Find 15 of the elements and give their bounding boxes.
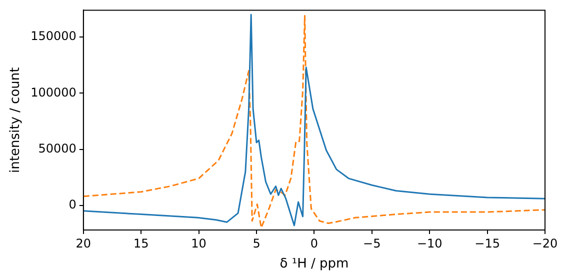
- x-tick-label: −20: [532, 236, 558, 250]
- y-tick-label: 0: [68, 197, 76, 212]
- y-tick-label: 150000: [30, 29, 76, 44]
- x-tick-label: −5: [363, 236, 381, 250]
- y-tick-label: 100000: [30, 85, 76, 100]
- x-tick-label: −15: [474, 236, 500, 250]
- x-tick-label: 0: [310, 236, 318, 250]
- x-tick-label: 15: [133, 236, 149, 250]
- y-axis-title: intensity / count: [8, 67, 24, 173]
- x-tick-label: −10: [416, 236, 442, 250]
- x-tick-label: 20: [76, 236, 92, 250]
- x-tick-label: 10: [191, 236, 206, 250]
- x-axis-title: δ ¹H / ppm: [280, 256, 349, 272]
- x-tick-label: 5: [252, 236, 260, 250]
- y-tick-label: 50000: [38, 141, 76, 156]
